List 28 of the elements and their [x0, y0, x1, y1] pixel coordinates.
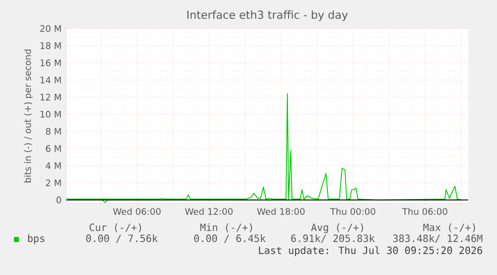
y-tick-label: 4 M — [46, 162, 61, 169]
y-tick-label: 18 M — [40, 42, 61, 50]
y-axis-title: bits in (-) / out (+) per second — [24, 50, 33, 182]
text: Cur (-/+) — [90, 223, 142, 232]
y-tick-label: 20 M — [40, 25, 61, 32]
text: 0.00 / 6.45k — [194, 234, 266, 243]
y-tick-label: 0 — [56, 196, 62, 204]
y-tick-label: 12 M — [40, 94, 61, 100]
x-tick-label: Wed 12:00 — [185, 208, 233, 215]
x-tick-label: Wed 06:00 — [113, 208, 161, 215]
y-tick-label: 2 M — [46, 179, 61, 186]
y-tick-label: 8 M — [46, 128, 61, 135]
y-tick-label: 6 M — [46, 145, 61, 152]
text: Last update: Thu Jul 30 09:25:20 2026 — [259, 246, 482, 256]
legend-label: bps — [28, 234, 44, 244]
text: Avg (-/+) — [311, 223, 364, 234]
x-tick-label: Thu 06:00 — [402, 208, 448, 215]
text: Max (-/+) — [423, 223, 475, 232]
text: 383.48k/ 12.46M — [393, 234, 482, 243]
y-tick-label: 10 M — [40, 110, 61, 118]
chart-title: Interface eth3 traffic - by day — [187, 10, 348, 22]
y-tick-label: 14 M — [40, 76, 61, 84]
text: 6.91k/ 205.83k — [291, 234, 375, 243]
text: Min (-/+) — [200, 223, 252, 232]
x-tick-label: Thu 00:00 — [330, 208, 376, 215]
y-tick-label: 16 M — [40, 59, 61, 66]
x-tick-label: Wed 18:00 — [257, 208, 305, 215]
text: 0.00 / 7.56k — [86, 234, 158, 243]
